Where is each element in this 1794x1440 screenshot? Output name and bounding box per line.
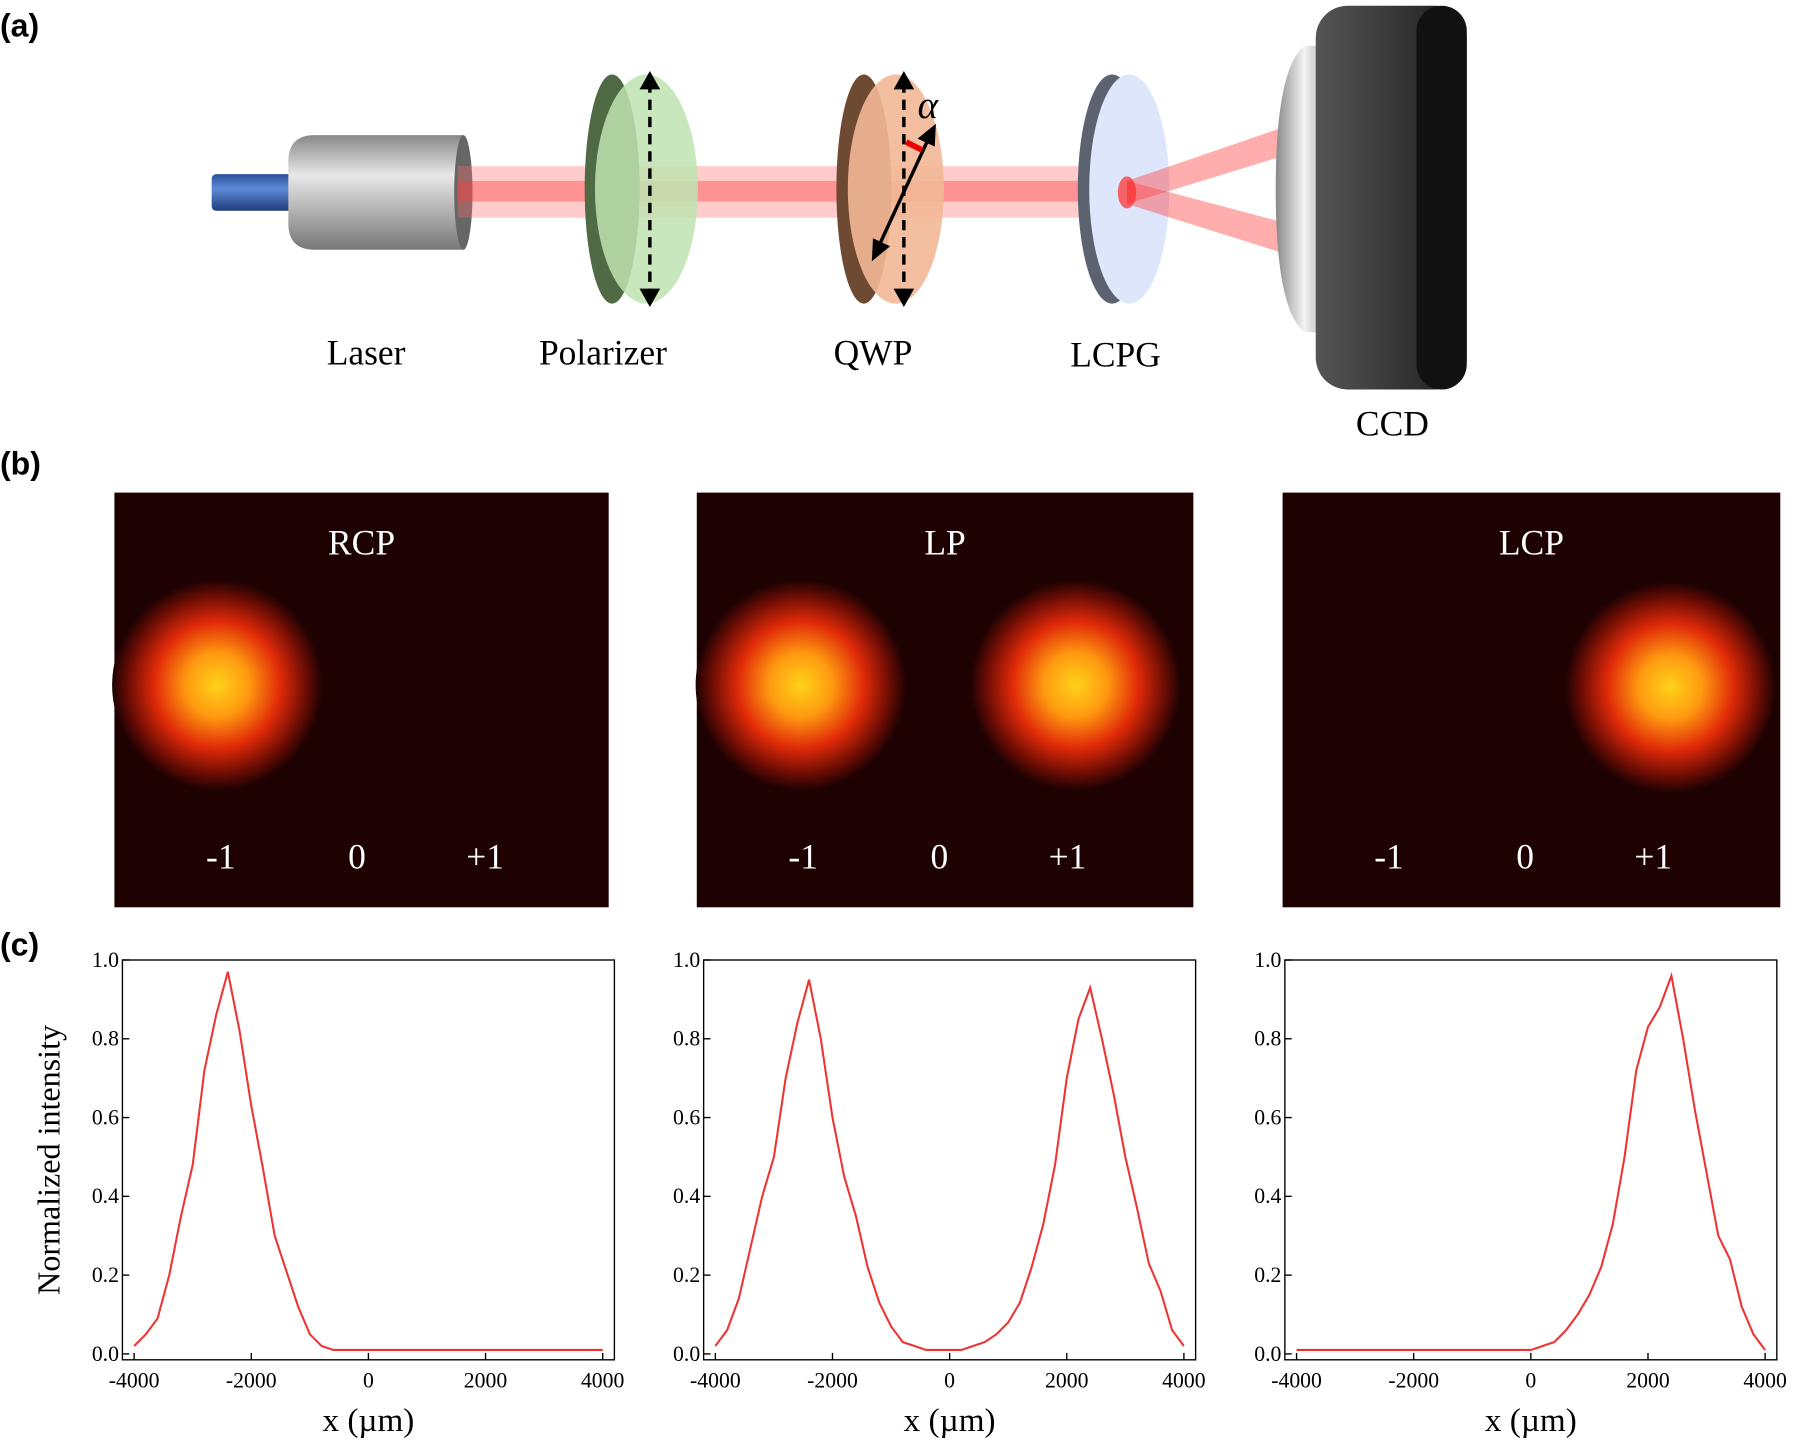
setup-diagram: α Laser Polarizer QWP LCPG CCD <box>211 5 1467 443</box>
qwp <box>847 74 944 304</box>
image-labels: RCP -1 0 +1 LP -1 0 +1 LCP -1 0 +1 <box>206 522 1672 876</box>
x-axis-label: x (µm) <box>1485 1402 1577 1439</box>
x-tick-label: -2000 <box>226 1368 277 1392</box>
x-tick-label: -4000 <box>690 1368 741 1392</box>
panel-label: (b) <box>0 445 41 481</box>
plot-frame <box>702 959 1197 1361</box>
x-tick-label: 4000 <box>1743 1368 1787 1392</box>
x-tick-label: -2000 <box>1388 1368 1439 1392</box>
beam-spot <box>695 579 907 791</box>
beam-diffracted <box>1126 181 1288 255</box>
y-tick-label: 0.4 <box>1254 1184 1281 1208</box>
y-tick-label: 0.2 <box>1254 1263 1281 1287</box>
x-axis-label: x (µm) <box>322 1402 414 1439</box>
order-label: 0 <box>348 836 366 876</box>
charts: 0.0 0.2 0.4 0.6 0.8 1.0 -4000 -2000 0 2000 4000 x (… <box>31 948 1787 1439</box>
component-label: Laser <box>327 332 406 372</box>
x-tick-label: -4000 <box>1271 1368 1322 1392</box>
beam-spot <box>112 579 323 791</box>
x-tick-label: 2000 <box>464 1368 508 1392</box>
plot-frame <box>121 959 616 1361</box>
component-label: LCPG <box>1070 335 1161 375</box>
y-tick-label: 0.8 <box>92 1027 119 1051</box>
beam-images <box>112 492 1781 908</box>
laser-body <box>288 135 464 250</box>
beam-spot <box>1117 176 1137 209</box>
x-tick-label: -4000 <box>109 1368 160 1392</box>
beam-spot <box>970 579 1181 791</box>
laser-face <box>454 135 473 250</box>
y-tick-label: 1.0 <box>92 948 119 972</box>
y-tick-label: 0.2 <box>92 1263 119 1287</box>
x-tick-label: 2000 <box>1045 1368 1089 1392</box>
fiber <box>211 174 295 211</box>
beam-spot <box>1565 581 1776 793</box>
ccd-back <box>1416 5 1467 390</box>
fast-axis <box>877 136 931 248</box>
intensity-line <box>714 979 1185 1351</box>
y-tick-label: 0.6 <box>92 1105 119 1129</box>
beam-diffracted <box>1126 126 1288 204</box>
angle-mark <box>904 139 924 153</box>
panel-label: (a) <box>0 8 39 44</box>
x-tick-label: 4000 <box>1162 1368 1206 1392</box>
x-tick-label: 0 <box>1525 1368 1536 1392</box>
y-tick-label: 0.0 <box>673 1342 700 1366</box>
y-tick-label: 0.6 <box>1254 1105 1281 1129</box>
order-label: +1 <box>1634 836 1672 876</box>
order-label: +1 <box>1049 836 1087 876</box>
order-label: 0 <box>1516 836 1534 876</box>
plot-frame <box>1284 959 1778 1361</box>
order-label: -1 <box>206 836 236 876</box>
order-label: -1 <box>1374 836 1404 876</box>
x-tick-label: -2000 <box>807 1368 858 1392</box>
x-tick-label: 2000 <box>1626 1368 1670 1392</box>
x-tick-label: 0 <box>944 1368 955 1392</box>
intensity-line <box>1296 971 1766 1351</box>
x-tick-label: 0 <box>363 1368 374 1392</box>
y-axis-label: Normalized intensity <box>31 1025 67 1295</box>
intensity-line <box>133 971 603 1351</box>
arrow-heads <box>871 123 936 262</box>
y-tick-label: 1.0 <box>673 948 700 972</box>
y-tick-label: 1.0 <box>1254 948 1281 972</box>
image-title: LCP <box>1499 522 1564 562</box>
beam-core <box>457 181 1127 202</box>
panel-label: (c) <box>0 926 39 962</box>
order-label: +1 <box>466 836 504 876</box>
image-title: RCP <box>328 522 395 562</box>
y-tick-label: 0.0 <box>1254 1342 1281 1366</box>
y-tick-label: 0.4 <box>92 1184 119 1208</box>
component-label: QWP <box>834 332 913 372</box>
y-tick-label: 0.4 <box>673 1184 700 1208</box>
x-axis-label: x (µm) <box>904 1402 996 1439</box>
y-tick-label: 0.6 <box>673 1105 700 1129</box>
y-tick-label: 0.8 <box>1254 1027 1281 1051</box>
component-label: CCD <box>1356 403 1429 443</box>
beam <box>457 166 1127 218</box>
component-label: Polarizer <box>539 332 667 372</box>
x-tick-label: 4000 <box>581 1368 625 1392</box>
y-tick-label: 0.0 <box>92 1342 119 1366</box>
polarizer <box>594 74 698 304</box>
y-tick-label: 0.2 <box>673 1263 700 1287</box>
order-label: 0 <box>930 836 948 876</box>
image-title: LP <box>924 522 965 562</box>
angle-label: α <box>918 84 940 127</box>
y-tick-label: 0.8 <box>673 1027 700 1051</box>
order-label: -1 <box>788 836 818 876</box>
